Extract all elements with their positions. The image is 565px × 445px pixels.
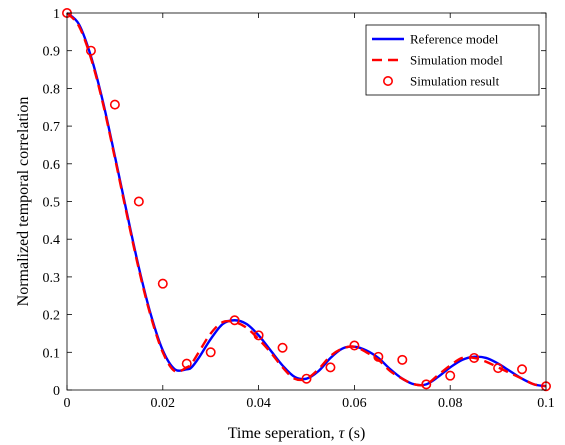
- y-tick-label: 0.8: [43, 82, 61, 97]
- legend: Reference model Simulation model Simulatio…: [365, 24, 540, 96]
- data-point-2-9: [277, 342, 288, 353]
- data-point-2-11: [325, 362, 336, 373]
- data-point-2-8: [253, 330, 264, 341]
- data-point-2-3: [133, 196, 144, 207]
- data-point-2-15: [421, 379, 432, 390]
- legend-entry-1: Simulation model: [410, 53, 503, 68]
- x-tick-label: 0.02: [151, 396, 176, 411]
- y-tick-label: 0.3: [43, 271, 61, 286]
- data-point-2-17: [469, 352, 480, 363]
- data-point-2-14: [397, 354, 408, 365]
- x-tick-label: 0.08: [438, 396, 463, 411]
- y-tick-label: 0: [53, 384, 60, 399]
- legend-marker-2: [382, 76, 393, 87]
- data-point-2-7: [229, 315, 240, 326]
- data-point-2-6: [205, 347, 216, 358]
- data-point-2-12: [349, 340, 360, 351]
- x-tick-label: 0.1: [537, 396, 555, 411]
- y-tick-label: 0.1: [43, 346, 61, 361]
- data-point-2-2: [109, 99, 120, 110]
- data-point-2-13: [373, 351, 384, 362]
- x-axis-label-unit: (s): [344, 425, 365, 442]
- y-tick-label: 0.6: [43, 158, 61, 173]
- x-tick-label: 0.06: [342, 396, 367, 411]
- series-line-1: [66, 12, 547, 388]
- axes: 0 0.02 0.04 0.06 0.08 0.1 0 0.1 0.2 0.3 0.4 0.5 0.6 0…: [43, 7, 555, 411]
- plot-area: [61, 8, 551, 392]
- y-tick-label: 0.9: [43, 45, 61, 60]
- data-point-2-4: [157, 278, 168, 289]
- y-tick-label: 0.5: [43, 196, 61, 211]
- x-axis-label: Time seperation, τ (s): [228, 425, 366, 442]
- data-point-2-10: [301, 373, 312, 384]
- x-tick-label: 0.04: [246, 396, 271, 411]
- y-axis-label: Normalized temporal correlation: [15, 97, 32, 307]
- data-point-2-18: [493, 363, 504, 374]
- y-tick-label: 0.7: [43, 120, 61, 135]
- data-point-2-5: [181, 358, 192, 369]
- legend-entry-2: Simulation result: [410, 74, 500, 89]
- y-tick-label: 0.2: [43, 309, 61, 324]
- legend-entry-0: Reference model: [410, 32, 499, 47]
- data-point-2-1: [85, 45, 96, 56]
- y-tick-label: 0.4: [43, 233, 61, 248]
- x-tick-label: 0: [64, 396, 71, 411]
- x-axis-label-text: Time seperation,: [228, 425, 339, 442]
- x-axis-label-symbol: τ: [339, 425, 346, 442]
- y-tick-label: 1: [53, 7, 60, 22]
- data-point-2-19: [517, 364, 528, 375]
- data-point-2-16: [445, 370, 456, 381]
